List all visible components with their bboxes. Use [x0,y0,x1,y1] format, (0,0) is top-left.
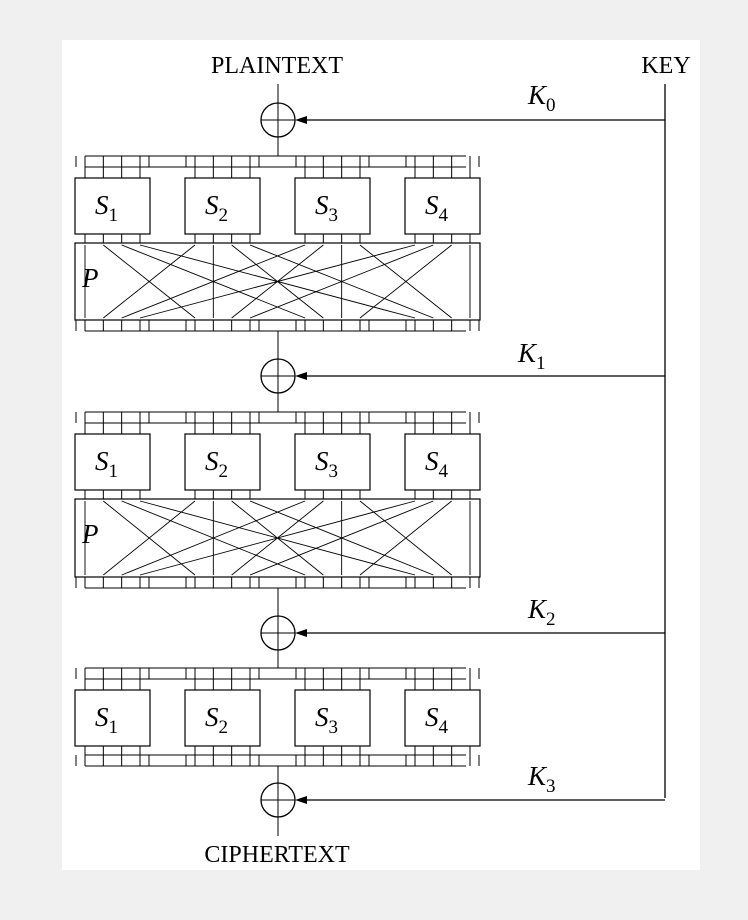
ciphertext-label: CIPHERTEXT [204,842,350,868]
permutation-label: P [81,263,99,293]
subkey-label-k1: K1 [517,338,546,374]
key-arrow-0 [295,116,307,124]
sbox-2-round-3 [184,689,261,747]
key-arrow-2 [295,629,307,637]
permutation-wire [249,500,434,576]
sbox-1-round-3 [74,689,151,747]
key-label: KEY [641,53,690,79]
sbox-2-round-2 [184,433,261,491]
sbox-label: S2 [205,702,228,738]
sbox-label: S4 [425,446,449,482]
permutation-wire [103,244,196,319]
permutation-wire [249,244,434,319]
sbox-1-round-1 [74,177,151,235]
permutation-wire [359,244,452,319]
diagram-structure: S1 S2 S3 S4 P S1 S2 S3 S4 P S1 S2 S3 S4 [74,84,665,836]
sbox-4-round-1 [404,177,481,235]
permutation-wire [359,500,452,576]
sbox-label: S4 [425,190,449,226]
permutation-wire [103,500,196,576]
key-arrow-1 [295,372,307,380]
sbox-4-round-2 [404,433,481,491]
permutation-wire [139,244,416,319]
sbox-label: S1 [95,446,118,482]
sbox-label: S2 [205,446,228,482]
spn-diagram-canvas: PLAINTEXT KEY CIPHERTEXT K0 K1 K2 K3 S1 S… [62,40,700,870]
permutation-wire [121,244,306,319]
sbox-label: S2 [205,190,228,226]
sbox-label: S3 [315,190,338,226]
key-arrow-3 [295,796,307,804]
subkey-label-k3: K3 [527,761,556,797]
sbox-label: S4 [425,702,449,738]
sbox-2-round-1 [184,177,261,235]
subkey-label-k2: K2 [527,594,556,630]
sbox-label: S3 [315,702,338,738]
permutation-wire [121,500,306,576]
sbox-4-round-3 [404,689,481,747]
permutation-label: P [81,519,99,549]
sbox-label: S1 [95,702,118,738]
plaintext-label: PLAINTEXT [211,53,343,79]
subkey-label-k0: K0 [527,80,556,116]
sbox-3-round-1 [294,177,371,235]
permutation-wire [139,500,416,576]
spn-diagram: PLAINTEXT KEY CIPHERTEXT K0 K1 K2 K3 S1 S… [74,53,691,868]
sbox-label: S1 [95,190,118,226]
sbox-3-round-2 [294,433,371,491]
sbox-1-round-2 [74,433,151,491]
sbox-label: S3 [315,446,338,482]
sbox-3-round-3 [294,689,371,747]
